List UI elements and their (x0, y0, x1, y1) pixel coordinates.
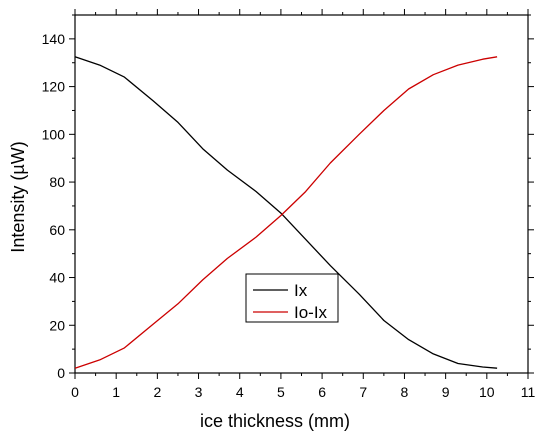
x-tick-label: 10 (479, 384, 495, 400)
x-tick-label: 2 (153, 384, 161, 400)
series-line-io-ix (74, 56, 498, 369)
y-tick-label: 120 (42, 79, 66, 95)
ticks: 0 1 2 3 4 5 6 7 8 9 10 11 0 20 40 60 80 100 120 140 (42, 9, 536, 400)
x-tick-label: 5 (277, 384, 285, 400)
x-tick-label: 6 (318, 384, 326, 400)
legend-label-io-ix: Io-Ix (294, 303, 328, 322)
y-tick-label: 60 (49, 222, 65, 238)
series-line-ix (74, 56, 498, 369)
y-tick-label: 100 (42, 126, 66, 142)
legend-label-ix: Ix (294, 281, 308, 300)
y-tick-label: 80 (49, 174, 65, 190)
y-tick-label: 20 (49, 317, 65, 333)
y-tick-label: 0 (57, 365, 65, 381)
x-tick-label: 1 (112, 384, 120, 400)
y-tick-label: 40 (49, 270, 65, 286)
x-tick-label: 4 (236, 384, 244, 400)
x-tick-label: 7 (359, 384, 367, 400)
x-tick-label: 11 (521, 384, 536, 400)
x-tick-label: 8 (401, 384, 409, 400)
x-tick-label: 9 (442, 384, 450, 400)
x-tick-label: 3 (195, 384, 203, 400)
series-lines (74, 56, 498, 369)
legend-box (245, 273, 339, 323)
legend: Ix Io-Ix (245, 273, 339, 323)
x-axis-label: ice thickness (mm) (200, 411, 350, 431)
x-tick-label: 0 (71, 384, 79, 400)
y-tick-label: 140 (42, 31, 66, 47)
y-axis-label: Intensity (µW) (8, 141, 28, 252)
